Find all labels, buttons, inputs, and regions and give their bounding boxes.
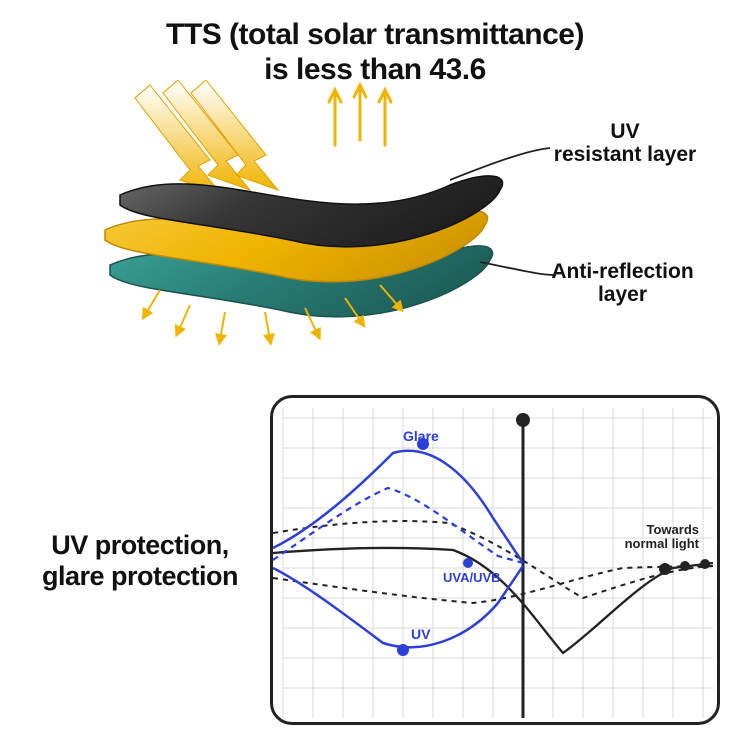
black-marker-2-icon xyxy=(680,561,690,571)
side-caption: UV protection, glare protection xyxy=(25,530,255,592)
uvab-label: UVA/UVB xyxy=(443,570,501,585)
axis-dot-icon xyxy=(516,413,530,427)
incoming-arrows xyxy=(135,80,278,195)
chart-grid xyxy=(283,408,713,718)
title-line1: TTS (total solar transmittance) xyxy=(166,18,584,51)
uvab-marker-icon xyxy=(463,558,473,568)
leader-line-uv xyxy=(450,148,550,180)
uv-label: UV xyxy=(411,626,430,642)
black-marker-1-icon xyxy=(659,563,671,575)
glare-label: Glare xyxy=(403,428,439,444)
uv-resistant-layer-label: UV resistant layer xyxy=(540,120,710,166)
chart-panel: Glare UVA/UVB UV Towards normal light xyxy=(270,395,720,725)
anti-reflection-layer-label: Anti-reflection layer xyxy=(535,260,710,306)
chart-svg xyxy=(273,398,717,722)
reflected-arrows xyxy=(329,85,391,145)
normal-light-label: Towards normal light xyxy=(625,523,699,552)
black-marker-3-icon xyxy=(700,559,710,569)
glare-curve xyxy=(273,451,523,563)
uv-marker-icon xyxy=(397,644,409,656)
page-title: TTS (total solar transmittance) is less … xyxy=(0,18,750,87)
